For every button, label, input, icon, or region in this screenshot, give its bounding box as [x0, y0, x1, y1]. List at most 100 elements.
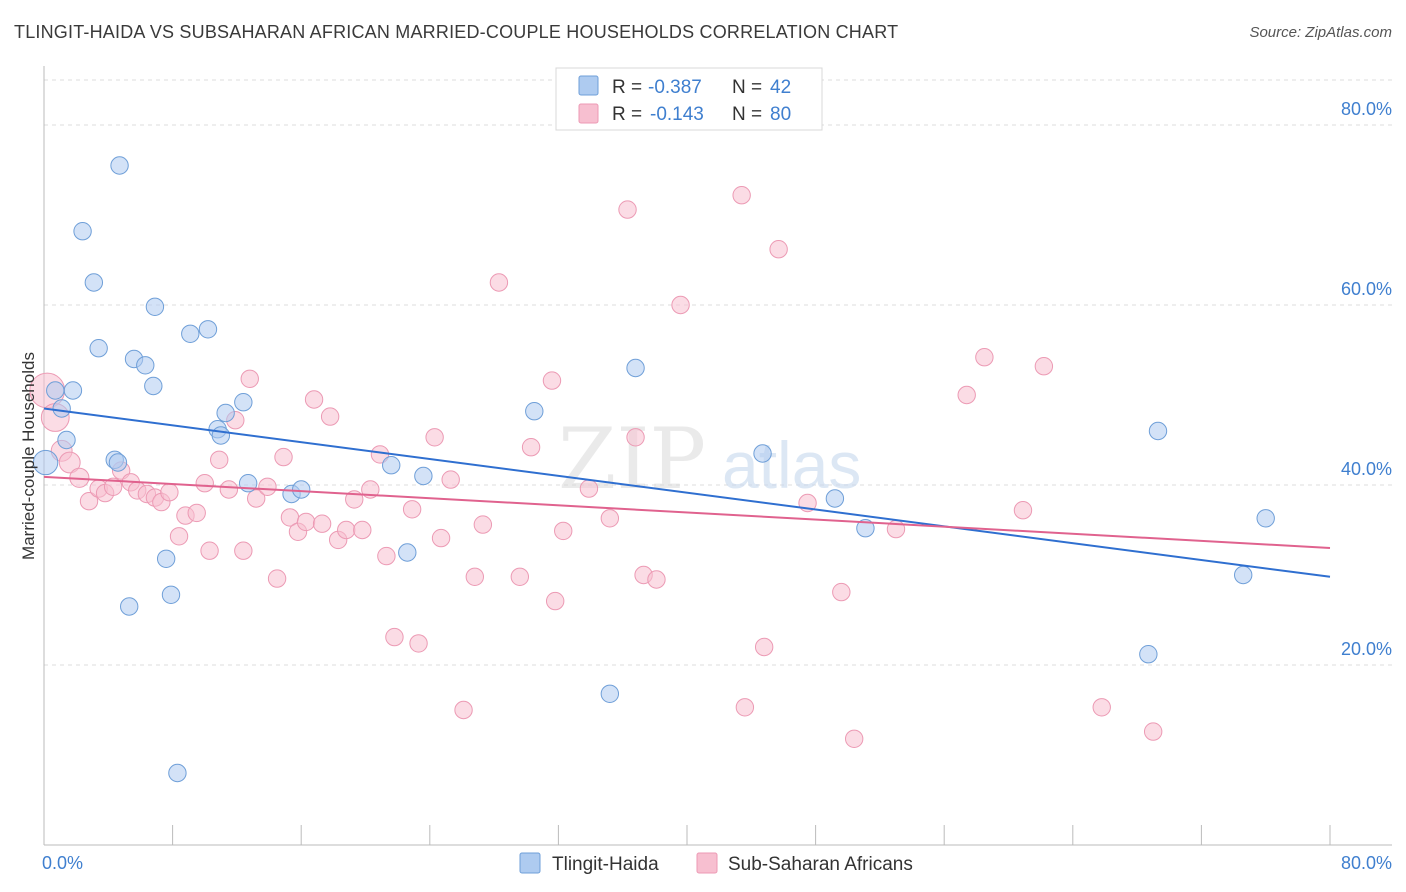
sub-saharan-africans-point-44: [385, 627, 404, 647]
legend-r-value-2: -0.143: [650, 104, 704, 125]
y-tick-label-3: 60.0%: [1341, 279, 1392, 299]
legend-n-label-1: N =: [732, 77, 762, 98]
sub-saharan-africans-point-62: [626, 428, 645, 447]
sub-saharan-africans-point-27: [246, 489, 266, 508]
tlingit-haida-point-41: [1256, 509, 1275, 528]
tlingit-haida-point-2: [46, 381, 65, 400]
bottom-legend-label-pink: Sub-Saharan Africans: [728, 854, 913, 875]
sub-saharan-africans-point-51: [465, 567, 485, 586]
sub-saharan-africans-point-40: [353, 520, 372, 540]
bottom-legend: Tlingit-Haida Sub-Saharan Africans: [519, 852, 913, 875]
sub-saharan-africans-point-57: [545, 591, 565, 611]
sub-saharan-africans-point-22: [210, 450, 229, 469]
legend-r-label-2: R =: [612, 104, 642, 125]
tlingit-haida-point-23: [211, 426, 231, 445]
axes: [43, 66, 1392, 846]
legend-n-value-2: 80: [770, 104, 791, 125]
source-label: Source: ZipAtlas.com: [1249, 24, 1392, 41]
tlingit-haida-point-38: [1139, 645, 1158, 664]
sub-saharan-africans-point-34: [304, 390, 324, 409]
sub-saharan-africans-point-4: [58, 451, 81, 474]
sub-saharan-africans-point-55: [521, 438, 541, 457]
stats-legend: R = -0.387 N = 42 R = -0.143 N = 80: [555, 67, 823, 131]
stats-legend-swatch-pink: [578, 103, 599, 124]
tlingit-haida-point-10: [108, 453, 128, 472]
tlingit-haida-point-6: [73, 222, 92, 241]
sub-saharan-africans-point-25: [234, 541, 253, 560]
sub-saharan-africans-point-23: [219, 480, 239, 499]
sub-saharan-africans-point-66: [732, 186, 751, 205]
bottom-legend-label-blue: Tlingit-Haida: [552, 854, 659, 875]
sub-saharan-africans-point-46: [409, 634, 428, 653]
tlingit-haida-point-39: [1148, 421, 1168, 441]
tlingit-haida-point-12: [120, 597, 139, 616]
sub-saharan-africans-point-9: [103, 477, 123, 496]
tlingit-haida-point-24: [216, 403, 235, 423]
tlingit-haida-point-15: [144, 376, 163, 396]
tlingit-haida-point-37: [856, 519, 875, 538]
sub-saharan-africans-point-21: [200, 541, 219, 560]
tlingit-haida-point-40: [1233, 565, 1253, 585]
sub-saharan-africans-point-38: [337, 520, 356, 540]
y-tick-label-2: 40.0%: [1341, 459, 1392, 479]
sub-saharan-africans-point-54: [510, 567, 530, 586]
sub-saharan-africans-point-52: [473, 515, 493, 534]
trend-line-tlingit-haida: [43, 407, 1331, 578]
sub-saharan-africans-point-30: [274, 447, 293, 467]
sub-saharan-africans-point-65: [671, 295, 690, 315]
sub-saharan-africans-point-36: [320, 407, 340, 426]
sub-saharan-africans-point-64: [647, 570, 666, 589]
sub-saharan-africans-point-71: [832, 582, 851, 602]
sub-saharan-africans-point-33: [296, 512, 316, 532]
stats-legend-swatch-blue: [578, 75, 599, 96]
chart-title: TLINGIT-HAIDA VS SUBSAHARAN AFRICAN MARR…: [14, 22, 899, 42]
y-tick-label-4: 80.0%: [1341, 99, 1392, 119]
tlingit-haida-point-25: [234, 393, 253, 412]
sub-saharan-africans-point-53: [489, 273, 509, 292]
y-tick-label-1: 20.0%: [1341, 639, 1392, 659]
sub-saharan-africans-point-60: [600, 509, 620, 528]
sub-saharan-africans-point-67: [735, 698, 755, 717]
tlingit-haida-point-34: [626, 358, 645, 378]
y-tick-labels: 20.0% 40.0% 60.0% 80.0%: [1341, 99, 1392, 659]
sub-saharan-africans-point-59: [579, 479, 599, 498]
tlingit-haida-point-36: [825, 489, 845, 508]
tlingit-haida-point-14: [136, 356, 155, 375]
watermark-zip: ZIP: [558, 410, 706, 508]
tlingit-haida-point-16: [145, 297, 165, 316]
legend-n-value-1: 42: [770, 77, 791, 98]
sub-saharan-africans-point-6: [79, 492, 99, 511]
sub-saharan-africans-point-43: [377, 546, 396, 566]
sub-saharan-africans-point-47: [425, 428, 444, 447]
tlingit-haida-point-11: [110, 156, 129, 175]
sub-saharan-africans-point-79: [1143, 722, 1163, 741]
tlingit-haida-point-17: [156, 549, 176, 568]
sub-saharan-africans-point-76: [1013, 501, 1033, 520]
series-tlingit-haida: [32, 156, 1275, 783]
sub-saharan-africans-point-74: [957, 385, 976, 405]
tlingit-haida-point-7: [84, 273, 104, 292]
bottom-legend-swatch-blue: [519, 852, 541, 874]
sub-saharan-africans-point-61: [618, 200, 637, 219]
sub-saharan-africans-point-78: [1092, 698, 1111, 717]
sub-saharan-africans-point-17: [169, 527, 189, 546]
tlingit-haida-point-31: [414, 466, 433, 486]
y-axis-label: Married-couple Households: [19, 352, 38, 560]
tlingit-haida-point-30: [398, 543, 417, 562]
sub-saharan-africans-point-26: [240, 369, 259, 388]
sub-saharan-africans-point-75: [975, 348, 994, 367]
tlingit-haida-point-5: [63, 381, 83, 400]
sub-saharan-africans-point-58: [554, 521, 573, 541]
sub-saharan-africans-point-28: [258, 477, 277, 496]
sub-saharan-africans-point-20: [195, 474, 214, 493]
sub-saharan-africans-point-16: [160, 483, 179, 502]
sub-saharan-africans-point-68: [754, 637, 774, 657]
series-sub-saharan-africans: [29, 186, 1163, 748]
tlingit-haida-point-18: [161, 585, 181, 604]
sub-saharan-africans-point-19: [187, 503, 206, 523]
tlingit-haida-point-33: [600, 684, 620, 703]
tlingit-haida-point-4: [57, 430, 76, 450]
sub-saharan-africans-point-49: [441, 470, 460, 489]
x-tick-label-min: 0.0%: [42, 853, 83, 873]
